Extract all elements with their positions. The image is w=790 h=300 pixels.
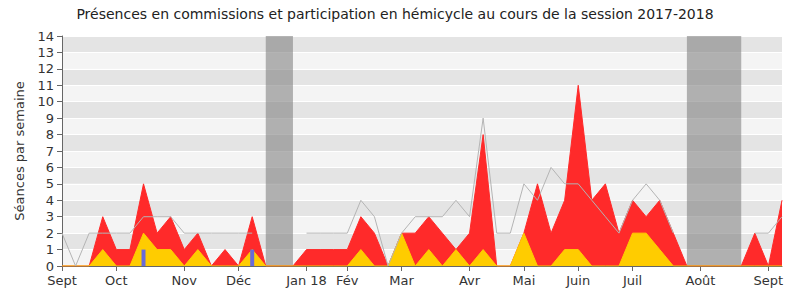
svg-text:9: 9	[46, 111, 54, 126]
svg-text:5: 5	[46, 176, 54, 191]
svg-text:7: 7	[46, 144, 54, 159]
svg-text:8: 8	[46, 127, 54, 142]
svg-text:10: 10	[37, 94, 54, 109]
svg-text:0: 0	[46, 259, 54, 274]
svg-text:Jan 18: Jan 18	[285, 273, 327, 288]
svg-text:Oct: Oct	[105, 273, 127, 288]
svg-text:Avr: Avr	[459, 273, 481, 288]
svg-text:Nov: Nov	[172, 273, 198, 288]
svg-text:Présences en commissions et pa: Présences en commissions et participatio…	[76, 6, 713, 22]
svg-text:13: 13	[37, 45, 54, 60]
svg-text:Séances par semaine: Séances par semaine	[12, 81, 27, 220]
svg-text:3: 3	[46, 209, 54, 224]
svg-text:Juin: Juin	[565, 273, 590, 288]
svg-text:1: 1	[46, 242, 54, 257]
svg-text:Août: Août	[686, 273, 716, 288]
svg-text:4: 4	[46, 193, 54, 208]
svg-text:11: 11	[37, 78, 54, 93]
svg-text:Déc: Déc	[226, 273, 251, 288]
svg-text:2: 2	[46, 226, 54, 241]
svg-text:Mai: Mai	[512, 273, 535, 288]
svg-text:14: 14	[37, 29, 54, 44]
svg-text:Sept: Sept	[47, 273, 77, 288]
svg-text:Fév: Fév	[336, 273, 359, 288]
svg-text:12: 12	[37, 61, 54, 76]
svg-text:Mar: Mar	[389, 273, 414, 288]
svg-text:Juil: Juil	[622, 273, 642, 288]
svg-text:6: 6	[46, 160, 54, 175]
svg-text:Sept: Sept	[754, 273, 784, 288]
